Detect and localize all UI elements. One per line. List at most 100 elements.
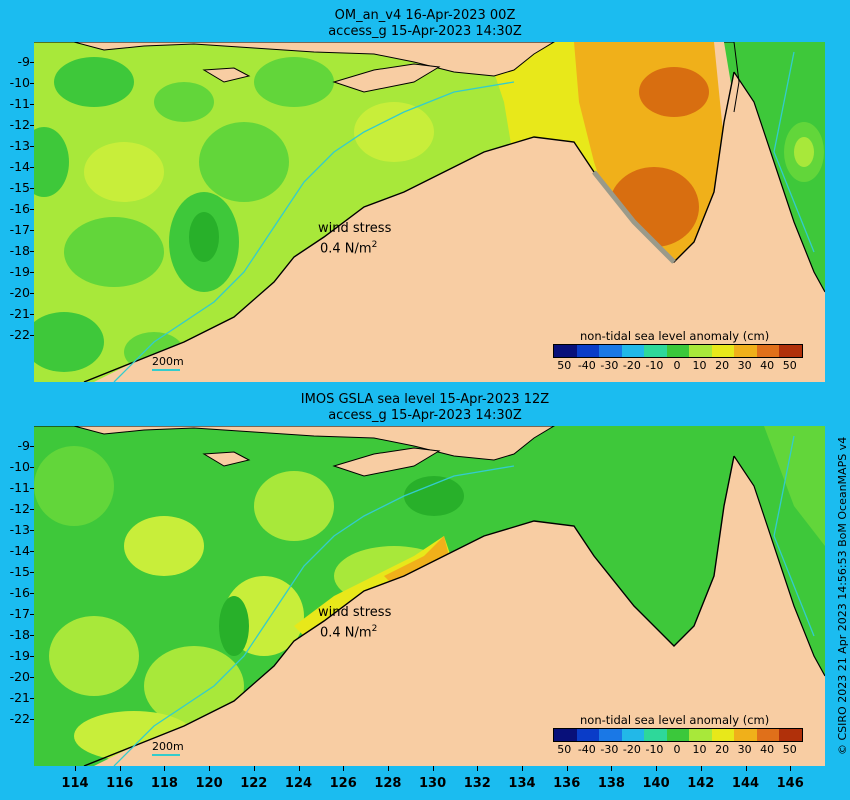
- panel2-wind-stress-label: wind stress: [318, 605, 392, 620]
- panel1-map: [34, 42, 825, 382]
- colorbar-swatch: [689, 345, 712, 357]
- panel1-y-tick: [30, 83, 34, 84]
- colorbar-tick-label: 50: [782, 359, 797, 372]
- panel2-y-tick-label: -22: [9, 711, 30, 726]
- panel1-scale-label: 200m: [152, 355, 184, 368]
- panel2-y-tick: [30, 488, 34, 489]
- x-tick: [164, 766, 166, 771]
- x-tick-label: 114: [61, 776, 89, 791]
- colorbar-tick-label: 10: [692, 743, 707, 756]
- panel1-y-tick: [30, 272, 34, 273]
- panel1-y-tick: [30, 62, 34, 63]
- panel1-y-tick: [30, 293, 34, 294]
- x-tick: [432, 766, 434, 771]
- colorbar-tick-label: 30: [737, 359, 752, 372]
- panel1-map-svg: [34, 42, 825, 382]
- panel1-y-tick-label: -9: [17, 54, 30, 69]
- x-tick-label: 144: [731, 776, 760, 791]
- colorbar-tick-label: 50: [557, 359, 572, 372]
- panel1-title-line2: access_g 15-Apr-2023 14:30Z: [328, 24, 522, 39]
- panel1-y-tick: [30, 146, 34, 147]
- panel2-y-tick: [30, 467, 34, 468]
- colorbar-tick-label: -10: [645, 743, 664, 756]
- panel2-y-tick-label: -20: [9, 669, 30, 684]
- x-tick-label: 130: [419, 776, 447, 791]
- colorbar-swatch: [621, 345, 645, 357]
- colorbar-swatch: [576, 345, 600, 357]
- panel1-y-tick-label: -14: [9, 159, 30, 174]
- panel2-y-tick: [30, 656, 34, 657]
- panel1-y-tick-label: -16: [9, 201, 30, 216]
- x-tick-label: 132: [463, 776, 491, 791]
- x-tick: [611, 766, 613, 771]
- x-tick: [477, 766, 479, 771]
- colorbar-tick-label: 50: [782, 743, 797, 756]
- panel2-y-tick: [30, 677, 34, 678]
- x-tick-label: 146: [776, 776, 804, 791]
- colorbar-tick-label: 40: [760, 359, 775, 372]
- panel2-map-svg: [34, 426, 825, 766]
- panel1-y-tick-label: -11: [9, 96, 30, 111]
- x-tick-label: 124: [284, 776, 313, 791]
- panel2-scale-label: 200m: [152, 740, 184, 753]
- colorbar-swatch: [621, 729, 645, 741]
- panel1-y-tick-label: -19: [9, 264, 30, 279]
- colorbar-tick-label: -20: [622, 743, 641, 756]
- colorbar-tick-label: 20: [715, 359, 730, 372]
- panel2-y-tick-label: -14: [9, 543, 30, 558]
- panel2-wind-stress-value-text: 0.4 N/m: [320, 625, 372, 641]
- panel1-y-tick: [30, 209, 34, 210]
- colorbar-tick-label: -30: [600, 743, 619, 756]
- colorbar-tick-label: -10: [645, 359, 664, 372]
- colorbar-swatch: [576, 729, 600, 741]
- panel1-y-tick: [30, 314, 34, 315]
- colorbar-swatch: [756, 345, 780, 357]
- panel2-y-tick-label: -21: [9, 690, 30, 705]
- panel2-y-tick-label: -15: [9, 564, 30, 579]
- panel2-y-tick-label: -13: [9, 522, 30, 537]
- x-tick-label: 122: [240, 776, 268, 791]
- x-tick: [745, 766, 747, 771]
- colorbar-swatch: [666, 345, 690, 357]
- x-tick: [700, 766, 702, 771]
- x-tick-label: 138: [597, 776, 625, 791]
- panel1-y-tick-label: -22: [9, 327, 30, 342]
- panel1-y-tick: [30, 188, 34, 189]
- x-tick: [209, 766, 211, 771]
- panel1-y-tick-label: -20: [9, 285, 30, 300]
- panel2-y-tick: [30, 719, 34, 720]
- panel1-y-tick: [30, 335, 34, 336]
- panel2-y-tick: [30, 551, 34, 552]
- x-tick-label: 116: [106, 776, 134, 791]
- colorbar-swatch: [599, 729, 622, 741]
- panel1-title-line1: OM_an_v4 16-Apr-2023 00Z: [334, 8, 516, 23]
- panel1-y-tick-label: -17: [9, 222, 30, 237]
- panel2-y-tick-label: -9: [17, 438, 30, 453]
- colorbar-swatch: [779, 729, 803, 741]
- x-tick: [387, 766, 389, 771]
- panel2-y-tick-label: -16: [9, 585, 30, 600]
- x-tick: [522, 766, 523, 771]
- x-tick: [253, 766, 255, 771]
- panel2-title-line1: IMOS GSLA sea level 15-Apr-2023 12Z: [300, 392, 550, 407]
- x-tick: [656, 766, 658, 771]
- colorbar-tick-label: 20: [715, 743, 730, 756]
- panel1-y-tick: [30, 251, 34, 252]
- panel2-y-tick-label: -18: [9, 627, 30, 642]
- panel1-y-tick-label: -18: [9, 243, 30, 258]
- colorbar-swatch: [644, 729, 667, 741]
- panel1-wind-stress-label: wind stress: [318, 221, 392, 236]
- panel1-y-tick-label: -15: [9, 180, 30, 195]
- colorbar-tick-label: 0: [673, 743, 681, 756]
- x-tick: [790, 766, 792, 771]
- x-tick-label: 120: [195, 776, 223, 791]
- panel1-y-tick: [30, 167, 34, 168]
- colorbar-tick-label: 40: [760, 743, 775, 756]
- colorbar-tick-label: -30: [600, 359, 619, 372]
- panel2-y-tick: [30, 572, 34, 573]
- panel2-y-tick: [30, 635, 34, 636]
- panel2-scale-bar: [152, 754, 180, 756]
- colorbar-swatch: [554, 345, 577, 357]
- x-tick-label: 118: [150, 776, 178, 791]
- panel2-y-tick: [30, 614, 34, 615]
